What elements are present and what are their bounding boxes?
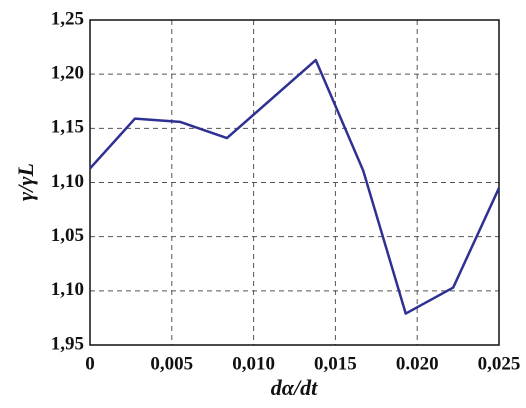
y-tick-label: 1,10 [51, 171, 84, 192]
x-tick-label: 0,025 [478, 353, 521, 374]
x-tick-label: 0 [85, 353, 95, 374]
x-axis-label: dα/dt [271, 375, 318, 400]
y-tick-label: 1,25 [51, 8, 84, 29]
y-tick-label: 1,15 [51, 117, 84, 138]
y-tick-label: 1,10 [51, 279, 84, 300]
y-tick-label: 1,20 [51, 63, 84, 84]
x-tick-label: 0,005 [150, 353, 193, 374]
y-axis-label: γ/γL [13, 163, 38, 201]
y-tick-label: 1,95 [51, 333, 84, 354]
x-tick-label: 0,010 [232, 353, 275, 374]
data-line [89, 58, 501, 315]
plot-frame [89, 19, 500, 346]
x-tick-label: 0.020 [396, 353, 439, 374]
y-tick-label: 1,05 [51, 225, 84, 246]
x-tick-label: 0,015 [314, 353, 357, 374]
